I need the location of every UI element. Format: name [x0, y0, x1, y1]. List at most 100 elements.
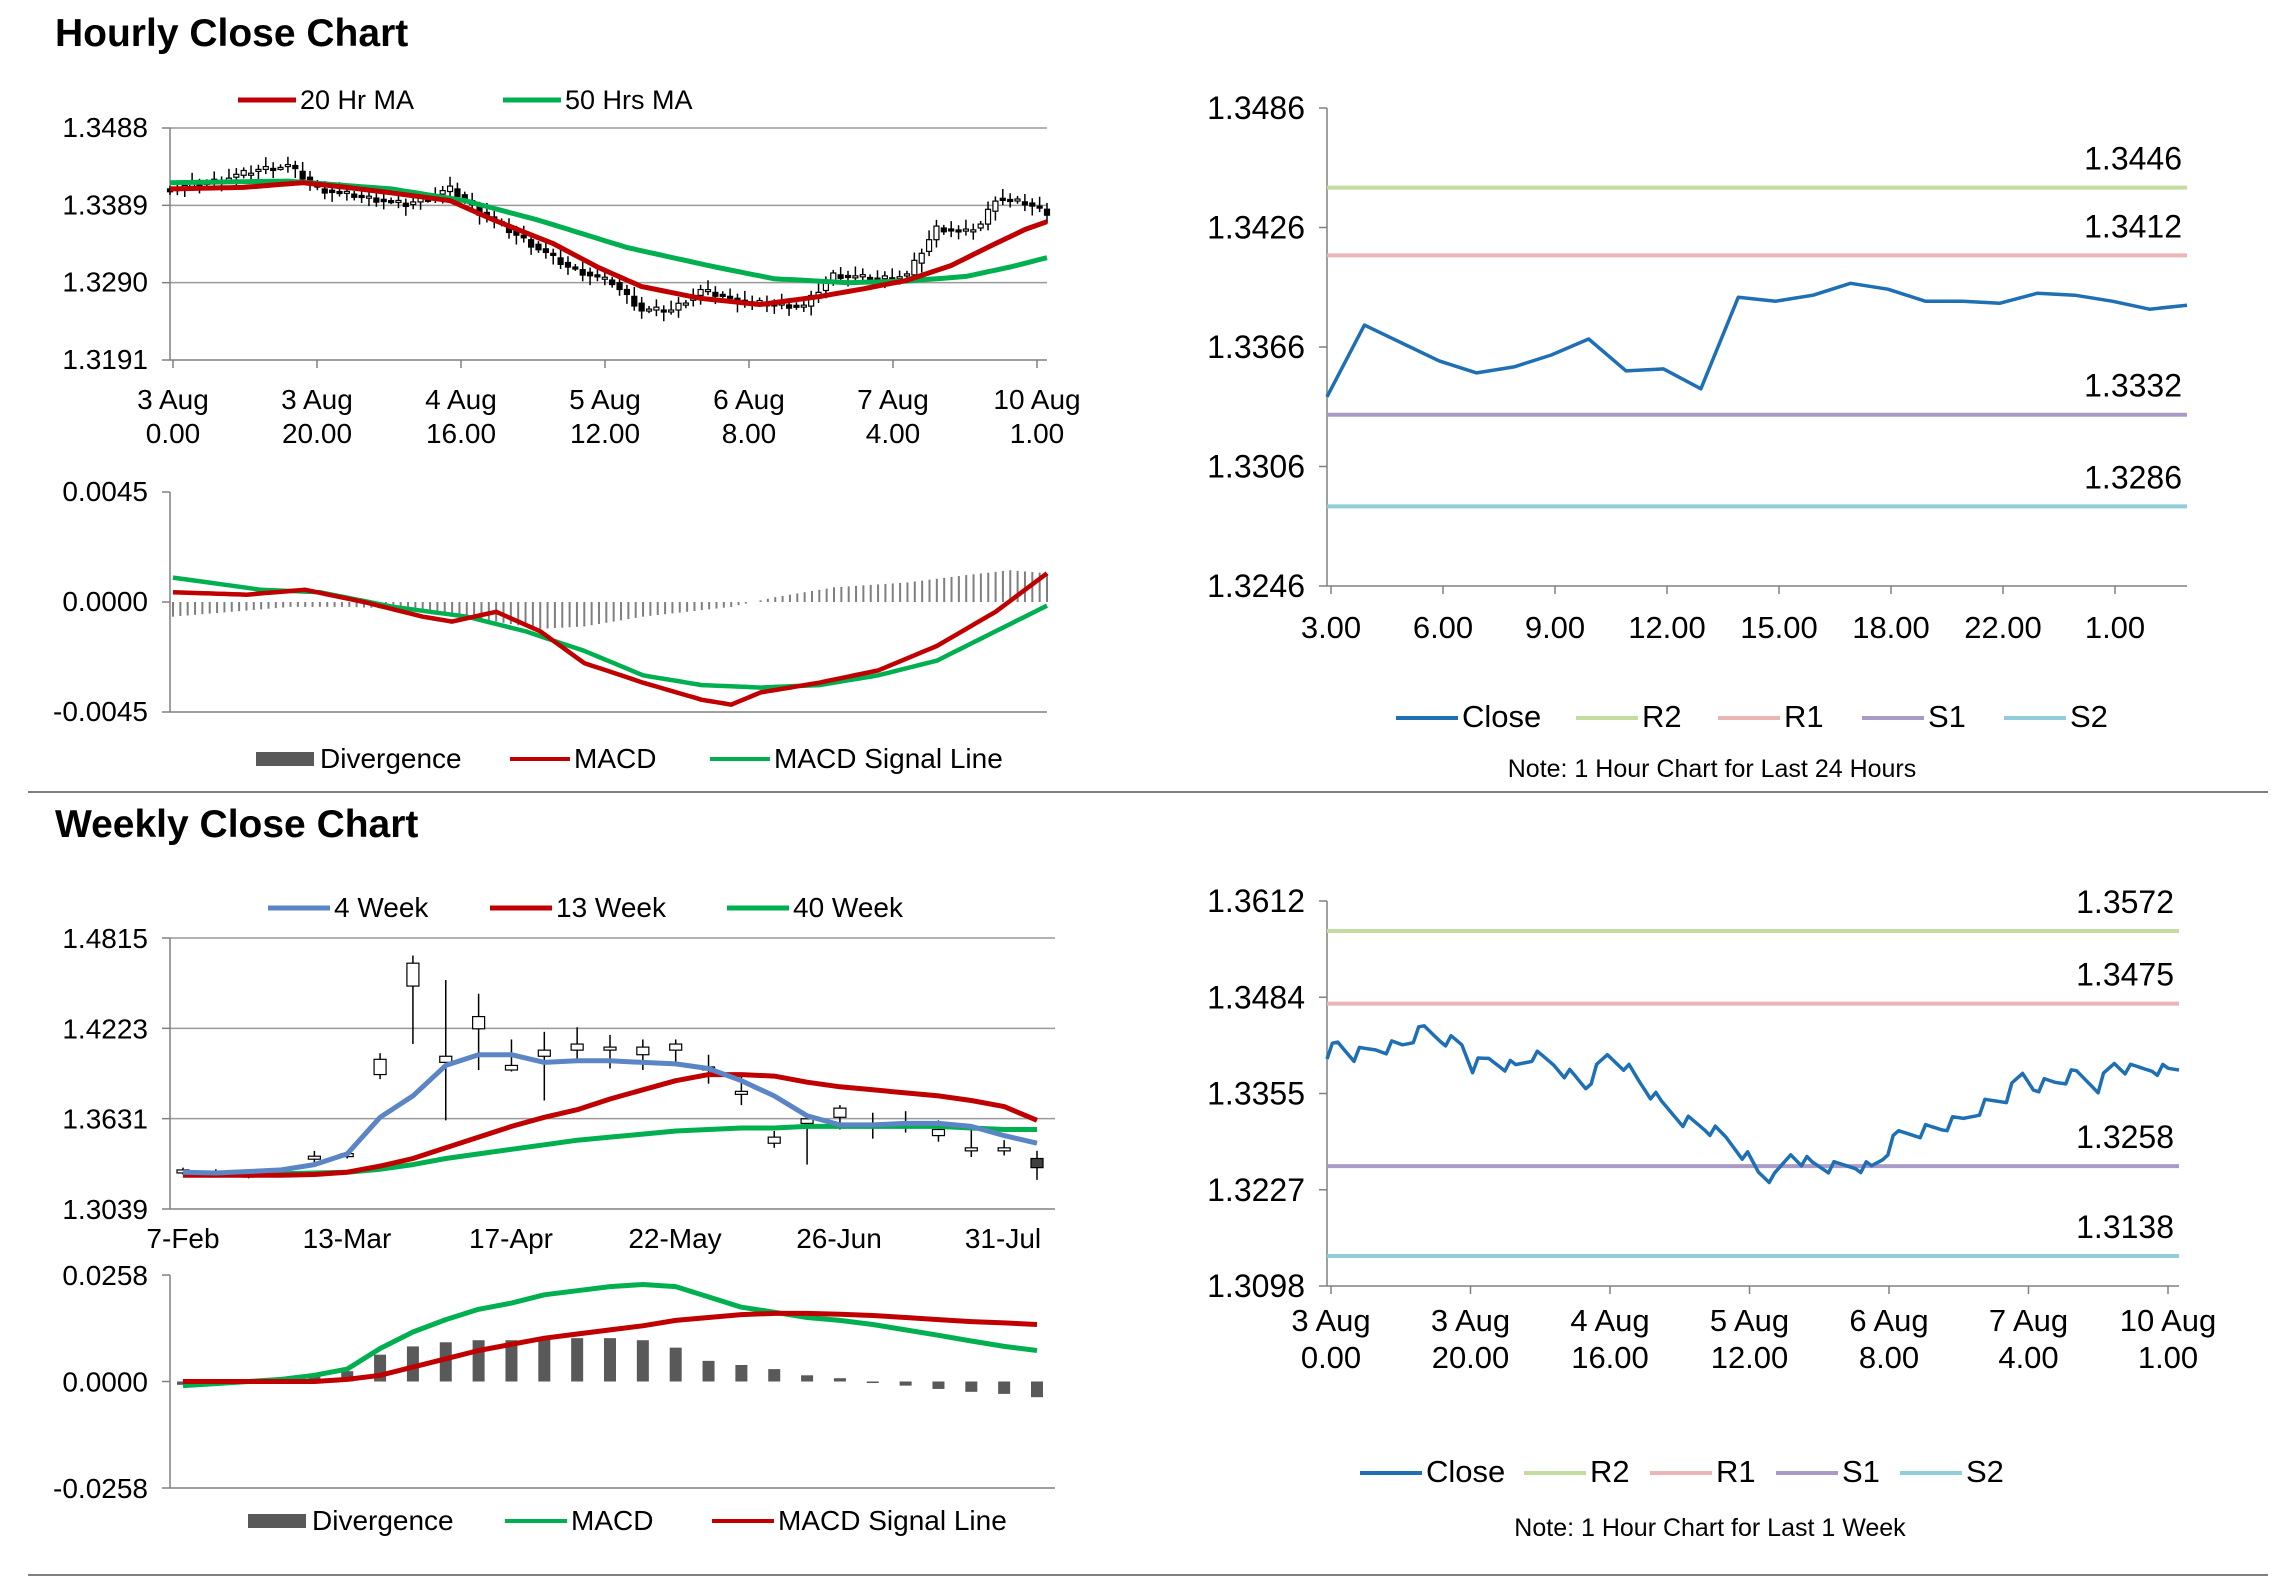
candle-body	[767, 1136, 781, 1144]
y-tick-label: 1.3488	[62, 112, 148, 143]
x-tick-label: 12.00	[1628, 610, 1706, 645]
x-tick-label: 4.00	[1998, 1340, 2058, 1375]
candle-body	[653, 306, 660, 311]
divergence-bar	[604, 1338, 616, 1382]
y-tick-label: 1.3039	[62, 1194, 148, 1225]
candle-body	[999, 197, 1006, 202]
candle-body	[616, 282, 623, 291]
divergence-bar	[341, 1371, 354, 1382]
candle-body	[594, 274, 601, 278]
divergence-bar	[833, 1378, 846, 1382]
candle-body	[636, 1046, 650, 1056]
candle-body	[535, 243, 542, 251]
x-tick-label: 8.00	[722, 418, 777, 449]
x-tick-label: 4.00	[866, 418, 921, 449]
candle-body	[852, 275, 859, 279]
x-tick-label: 7-Feb	[146, 1223, 219, 1254]
section-divider	[28, 791, 2268, 793]
candle-body	[631, 295, 638, 307]
y-tick-label: 1.3484	[1207, 979, 1305, 1015]
y-tick-label: 1.3191	[62, 344, 148, 375]
level-label-r2: 1.3446	[2084, 141, 2182, 177]
candle-body	[284, 163, 292, 168]
legend-divergence-swatch	[248, 1514, 306, 1528]
candle-body	[1021, 201, 1028, 206]
candle-body	[1007, 198, 1014, 203]
weekly-section-title: Weekly Close Chart	[55, 803, 419, 846]
legend-s1: S1	[1776, 1454, 1880, 1489]
ma4-line	[182, 1052, 1038, 1176]
ma20-line	[169, 180, 1048, 307]
legend-s1-label: S1	[1842, 1454, 1880, 1489]
candle-body	[896, 276, 903, 280]
candle-body	[446, 185, 454, 193]
candle-body	[233, 173, 240, 178]
x-tick-label: 4 Aug	[425, 384, 497, 415]
candle-body	[395, 199, 402, 204]
candle-body	[343, 190, 350, 194]
x-tick-label: 26-Jun	[796, 1223, 882, 1254]
level-label-s2: 1.3286	[2084, 459, 2182, 495]
x-tick-label: 1.00	[2138, 1340, 2198, 1375]
candle-body	[837, 274, 844, 279]
candle-body	[623, 288, 631, 296]
candle-body	[785, 304, 793, 309]
legend-r1-label: R1	[1716, 1454, 1756, 1489]
x-tick-label: 5 Aug	[569, 384, 641, 415]
candle-body	[727, 295, 734, 299]
candle-body	[1030, 1157, 1044, 1169]
x-tick-label: 18.00	[1852, 610, 1930, 645]
level-label-s1: 1.3258	[2076, 1119, 2174, 1155]
candle-body	[564, 261, 572, 268]
candle-body	[609, 279, 616, 286]
level-label-r1: 1.3412	[2084, 208, 2182, 244]
candle-body	[1043, 208, 1051, 216]
divergence-bar	[571, 1338, 584, 1382]
hourly-levels-chart: 1.3486 1.3426 1.3366 1.3306 1.3246 3.00 6.00 9.…	[1207, 90, 2188, 783]
candle-body	[704, 289, 712, 293]
candle-body	[903, 273, 911, 277]
y-tick-label: -0.0045	[53, 696, 148, 727]
candle-body	[660, 309, 667, 313]
legend-macd-label: MACD	[574, 743, 656, 774]
candle-body	[603, 1046, 617, 1051]
candle-body	[638, 302, 645, 312]
legend-s2: S2	[1900, 1454, 2004, 1489]
candle-body	[439, 1055, 453, 1063]
candle-body	[579, 269, 586, 276]
hourly-section-title: Hourly Close Chart	[55, 12, 409, 55]
divergence-bar	[965, 1381, 978, 1392]
candle-body	[402, 202, 409, 208]
y-tick-label: 1.3246	[1207, 568, 1305, 604]
x-tick-label: 6 Aug	[1849, 1303, 1928, 1338]
candle-body	[682, 302, 689, 306]
legend-s1-label: S1	[1928, 699, 1966, 734]
candle-body	[292, 164, 299, 170]
candle-body	[270, 167, 277, 172]
legend-4-week-label: 4 Week	[334, 892, 429, 923]
candle-body	[955, 229, 962, 233]
level-label-r1: 1.3475	[2076, 957, 2174, 993]
legend-macd-label: MACD	[571, 1505, 653, 1536]
legend-divergence: Divergence	[248, 1505, 454, 1536]
legend-r2: R2	[1576, 699, 1682, 734]
x-tick-label: 3 Aug	[281, 384, 353, 415]
legend-r1: R1	[1650, 1454, 1756, 1489]
macd-line	[172, 571, 1049, 707]
candle-body	[719, 293, 726, 297]
legend-20hr-ma-label: 20 Hr MA	[300, 85, 414, 115]
legend-50hrs-ma-label: 50 Hrs MA	[565, 85, 693, 115]
x-tick-label: 12.00	[1711, 1340, 1789, 1375]
candle-body	[940, 227, 947, 233]
x-tick-label: 0.00	[1301, 1340, 1361, 1375]
candle-body	[964, 1147, 978, 1152]
macd-signal-line	[183, 1310, 1038, 1384]
candle-body	[439, 189, 446, 195]
candle-body	[262, 165, 269, 171]
y-tick-label: 1.3098	[1207, 1268, 1305, 1304]
candle-body	[918, 252, 925, 264]
x-tick-label: 20.00	[282, 418, 352, 449]
candle-body	[734, 1090, 748, 1095]
